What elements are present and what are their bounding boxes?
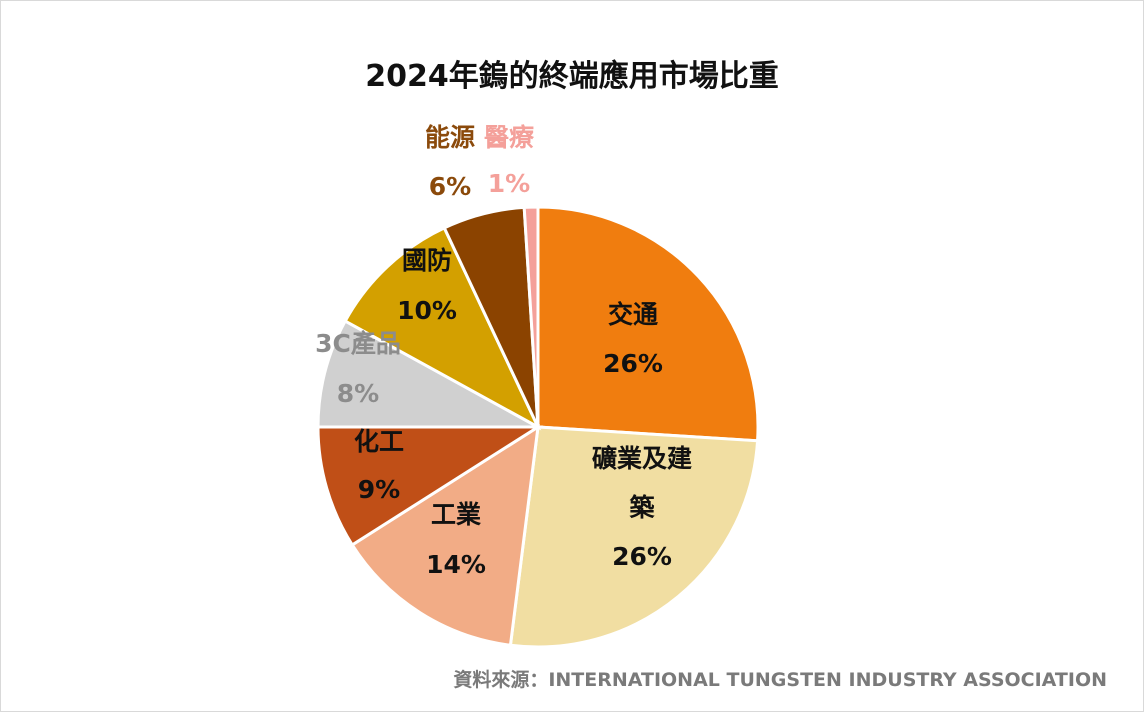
slice-label-2-line-2: 築 [628, 493, 655, 522]
slice-label-5: 3C產品 [315, 329, 401, 358]
slice-label-2-line-1: 礦業及建 [592, 444, 692, 473]
slice-value-2: 26% [612, 542, 672, 571]
slice-value-1: 26% [603, 349, 663, 378]
slice-value-8: 1% [488, 169, 530, 198]
slice-value-6: 10% [397, 296, 457, 325]
slice-value-7: 6% [429, 172, 471, 201]
slice-label-6: 國防 [402, 246, 452, 275]
chart-title: 2024年鎢的終端應用市場比重 [365, 59, 779, 94]
pie-slice-3 [350, 424, 540, 647]
slice-value-3: 14% [426, 550, 486, 579]
slice-label-3: 工業 [431, 500, 481, 529]
pie-slice-4 [316, 425, 544, 547]
slice-label-4: 化工 [354, 427, 404, 456]
pie-slice-1 [536, 205, 760, 443]
pie-slice-6 [343, 225, 542, 431]
slice-value-5: 8% [337, 379, 379, 408]
slice-label-1: 交通 [608, 300, 658, 329]
pie-slice-5 [316, 318, 539, 429]
slice-label-7: 能源 [425, 123, 475, 152]
slice-value-4: 9% [358, 475, 400, 504]
pie-slice-8 [522, 205, 540, 428]
slice-label-8: 醫療 [484, 123, 534, 152]
pie-slices [316, 205, 760, 649]
pie-slice-2 [508, 425, 760, 649]
source-note: 資料來源：INTERNATIONAL TUNGSTEN INDUSTRY ASS… [453, 669, 1107, 691]
